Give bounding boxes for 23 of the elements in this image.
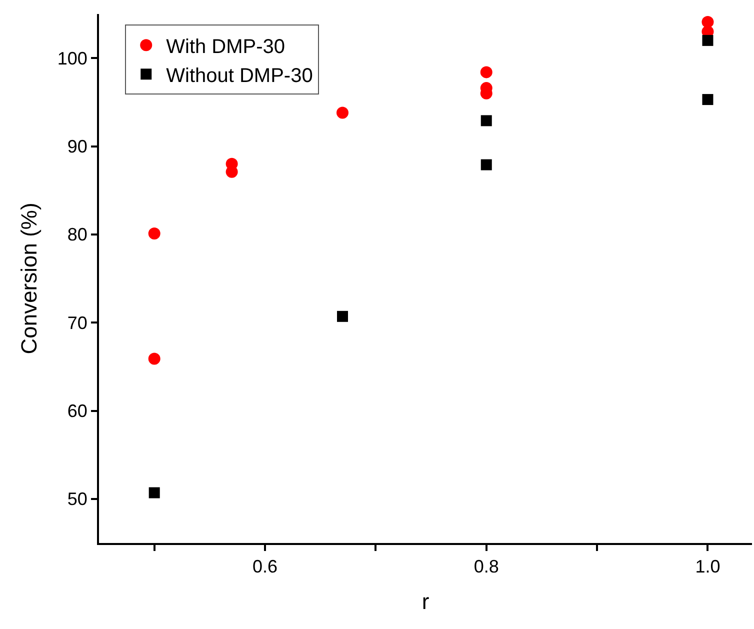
x-tick-label: 0.8	[474, 556, 499, 577]
point	[480, 159, 492, 170]
y-tick-label: 90	[67, 136, 88, 157]
y-tick-label: 80	[67, 224, 88, 245]
x-axis-title: r	[422, 589, 430, 614]
y-tick-label: 100	[57, 48, 88, 68]
point	[148, 352, 160, 365]
legend-label: With DMP-30	[166, 36, 286, 58]
y-tick-label: 60	[67, 401, 88, 422]
y-tick-label: 70	[67, 312, 88, 333]
x-tick-label: 1.0	[695, 556, 720, 577]
point	[480, 66, 492, 78]
point	[702, 34, 714, 46]
point	[702, 94, 714, 106]
point	[480, 115, 492, 126]
point	[336, 310, 348, 322]
point	[148, 487, 160, 498]
x-tick-label: 0.6	[252, 556, 278, 577]
y-axis-title: Conversion (%)	[16, 202, 42, 354]
y-tick-label: 50	[67, 489, 88, 510]
legend-label: Without DMP-30	[166, 64, 313, 87]
point	[148, 228, 160, 240]
point	[336, 106, 348, 119]
